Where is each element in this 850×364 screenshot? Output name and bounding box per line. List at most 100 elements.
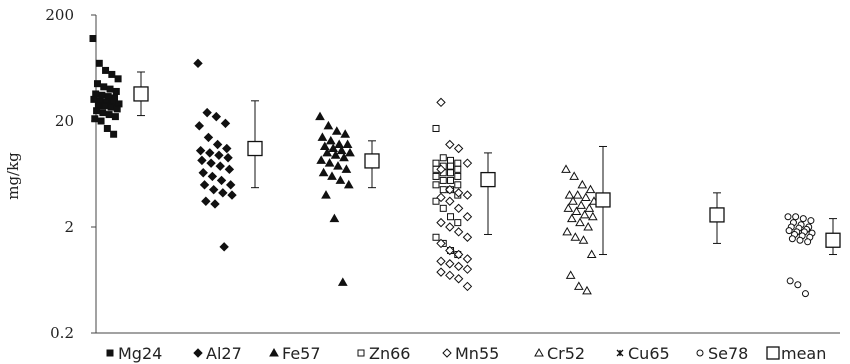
legend-item-zn66: Zn66 <box>357 344 410 363</box>
data-point-al27 <box>202 107 212 118</box>
data-point-fe57 <box>342 139 353 149</box>
y-tick-labels: 200 20 2 0.2 <box>45 6 74 342</box>
data-point-al27 <box>225 180 236 190</box>
data-point-fe57 <box>345 147 355 157</box>
legend-marker <box>616 349 624 357</box>
data-point-mg24 <box>93 107 101 115</box>
data-point-mg24 <box>114 75 122 83</box>
y-axis-label: mg/kg <box>4 152 22 200</box>
data-point-mg24 <box>107 103 115 111</box>
legend-marker <box>442 348 452 358</box>
data-point-zn66 <box>454 159 462 167</box>
data-point-fe57 <box>315 111 325 121</box>
data-point-mn55 <box>445 259 455 269</box>
data-point-se78 <box>784 213 792 221</box>
legend-item-cu65: Cu65 <box>616 344 670 363</box>
data-point-zn66 <box>432 172 440 180</box>
legend-label: Se78 <box>708 344 748 363</box>
data-point-cr52 <box>571 206 582 216</box>
data-point-fe57 <box>335 175 346 184</box>
data-point-al27 <box>208 184 219 195</box>
data-point-al27 <box>219 242 229 252</box>
data-point-cr52 <box>576 200 587 209</box>
data-point-se78 <box>788 235 796 243</box>
data-point-fe57 <box>325 135 336 145</box>
legend-item-mg24: Mg24 <box>106 344 162 363</box>
data-point-fe57 <box>321 190 331 199</box>
data-point-mg24 <box>105 111 113 119</box>
data-point-fe57 <box>317 132 328 141</box>
data-point-fe57 <box>334 139 345 149</box>
data-point-fe57 <box>319 141 330 150</box>
data-point-cr52 <box>575 217 585 227</box>
mean-marker <box>595 192 611 208</box>
data-point-al27 <box>210 199 220 209</box>
data-point-cr52 <box>572 190 583 199</box>
data-point-zn66 <box>447 169 455 177</box>
data-point-zn66 <box>439 204 447 212</box>
data-point-mg24 <box>102 66 110 74</box>
data-point-mn55 <box>436 97 446 108</box>
data-point-mn55 <box>436 267 446 277</box>
data-point-mg24 <box>100 83 108 91</box>
legend-marker <box>357 349 365 357</box>
legend-label: Al27 <box>206 344 242 363</box>
data-point-zn66 <box>432 124 440 132</box>
data-point-cr52 <box>577 179 588 189</box>
data-point-fe57 <box>323 120 334 130</box>
data-point-al27 <box>212 139 223 150</box>
data-point-se78 <box>804 238 812 246</box>
data-point-cr52 <box>587 211 598 221</box>
data-point-mg24 <box>101 102 109 110</box>
data-point-mn55 <box>436 192 446 203</box>
data-point-se78 <box>792 213 800 221</box>
mean-marker <box>480 171 496 188</box>
mean-marker <box>709 207 725 223</box>
data-point-cr52 <box>580 192 591 201</box>
data-point-al27 <box>223 153 233 163</box>
data-point-mg24 <box>113 105 121 113</box>
mean-marker <box>133 86 149 102</box>
mean-marker <box>364 153 380 169</box>
y-tick-label: 20 <box>55 112 74 130</box>
data-point-zn66 <box>432 233 440 241</box>
data-point-cr52 <box>561 164 571 173</box>
y-tick-label: 200 <box>45 6 74 24</box>
data-point-cr52 <box>562 226 573 236</box>
data-point-mn55 <box>462 190 473 200</box>
data-point-cr52 <box>579 209 590 219</box>
data-point-mg24 <box>104 93 112 101</box>
data-point-mn55 <box>453 274 464 284</box>
data-point-zn66 <box>432 197 440 205</box>
data-point-mn55 <box>445 184 455 195</box>
data-point-mn55 <box>453 249 464 260</box>
data-point-mn55 <box>453 188 464 198</box>
data-point-fe57 <box>343 179 354 189</box>
data-point-fe57 <box>329 213 340 223</box>
data-point-cr52 <box>563 203 574 212</box>
data-point-fe57 <box>336 145 347 155</box>
data-point-al27 <box>207 171 218 182</box>
data-point-fe57 <box>333 161 343 170</box>
data-point-fe57 <box>318 167 329 177</box>
legend-label: Mn55 <box>455 344 499 363</box>
data-point-fe57 <box>322 147 333 157</box>
data-point-se78 <box>799 215 807 223</box>
legend-marker <box>534 347 544 357</box>
data-point-al27 <box>227 190 237 200</box>
data-point-mn55 <box>445 270 455 281</box>
data-point-cr52 <box>582 285 592 295</box>
data-point-fe57 <box>324 158 335 167</box>
data-point-zn66 <box>447 213 455 221</box>
data-point-al27 <box>216 175 227 186</box>
data-point-al27 <box>193 58 203 69</box>
data-point-mg24 <box>90 95 98 103</box>
data-point-mn55 <box>445 139 455 150</box>
data-point-mn55 <box>445 222 455 232</box>
legend: Mg24 Al27 Fe57 Zn66 Mn55 Cr52 Cu65 Se78 mean <box>106 344 826 363</box>
data-point-zn66 <box>447 156 455 164</box>
data-point-se78 <box>786 277 794 285</box>
data-point-zn66 <box>432 181 440 189</box>
data-point-mg24 <box>111 113 119 121</box>
mean-marker <box>247 140 263 157</box>
